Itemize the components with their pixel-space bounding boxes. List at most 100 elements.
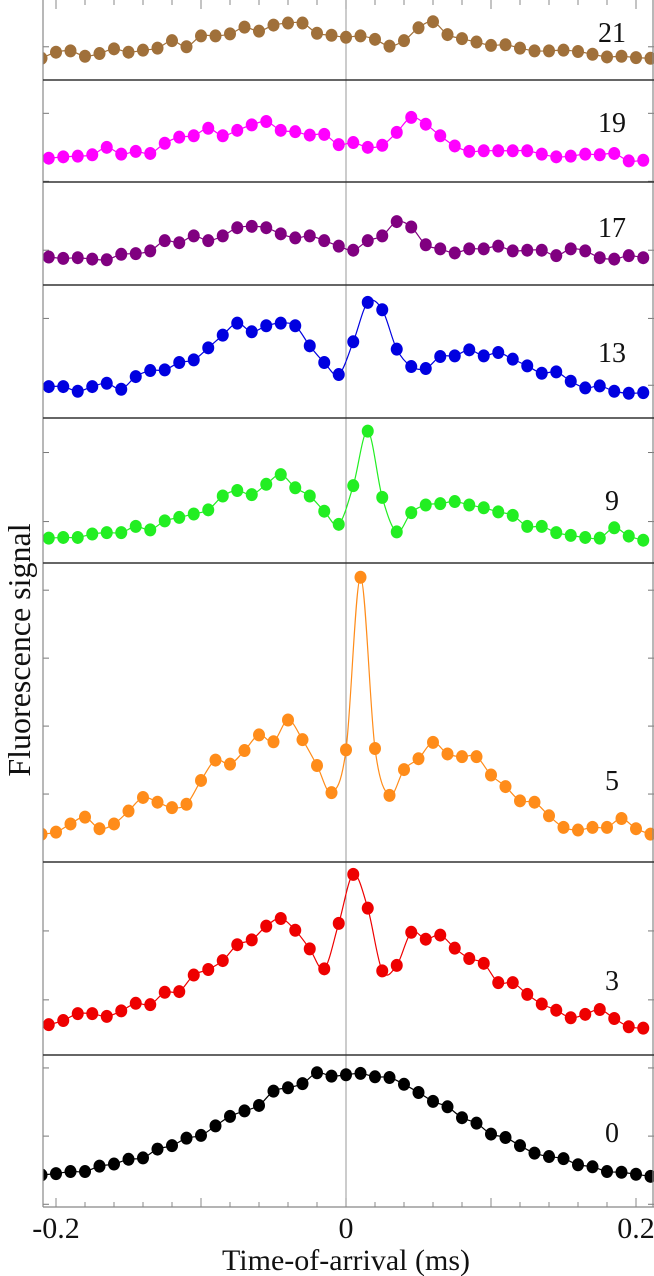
data-point — [419, 117, 432, 131]
data-point — [514, 1139, 526, 1153]
data-point — [564, 242, 577, 256]
data-point — [405, 506, 418, 520]
data-point — [615, 812, 628, 826]
data-point — [311, 759, 323, 773]
data-point — [376, 964, 389, 978]
data-point — [383, 1070, 396, 1084]
data-point — [100, 376, 113, 390]
data-point — [93, 1159, 106, 1173]
data-point — [579, 244, 592, 258]
data-point — [144, 523, 157, 537]
data-point — [274, 468, 287, 482]
data-point — [57, 150, 70, 164]
data-point — [202, 963, 215, 977]
data-point — [644, 51, 654, 65]
series-19 — [43, 110, 650, 168]
data-point — [209, 29, 222, 43]
data-point — [108, 42, 120, 56]
panel-label: 17 — [598, 213, 626, 244]
data-point — [79, 810, 91, 824]
data-point — [434, 129, 447, 143]
data-point — [448, 349, 461, 363]
data-point — [289, 923, 302, 937]
data-point — [615, 49, 628, 63]
panel-3: 3 — [42, 861, 654, 1055]
data-point — [572, 45, 584, 59]
data-point — [318, 962, 331, 976]
data-point — [253, 728, 265, 742]
data-point — [86, 252, 99, 266]
data-point — [593, 148, 606, 162]
data-point — [637, 153, 650, 167]
data-point — [332, 517, 345, 531]
data-point — [622, 249, 635, 263]
x-tick-label: 0.2 — [617, 1212, 654, 1245]
data-point — [521, 359, 534, 373]
data-point — [499, 38, 512, 52]
data-point — [586, 47, 599, 61]
data-point — [528, 44, 541, 58]
data-point — [456, 32, 468, 46]
data-point — [644, 827, 654, 841]
data-point — [86, 527, 99, 541]
data-point — [361, 295, 374, 309]
data-point — [528, 795, 541, 809]
data-point — [383, 788, 396, 802]
data-point — [354, 570, 367, 584]
data-point — [93, 47, 106, 61]
data-point — [412, 1085, 425, 1099]
data-point — [622, 386, 635, 400]
data-point — [499, 780, 512, 794]
data-point — [550, 365, 563, 379]
data-point — [434, 242, 447, 256]
data-point — [448, 941, 461, 955]
data-point — [579, 530, 592, 544]
data-point — [303, 489, 316, 503]
data-point — [43, 1168, 48, 1182]
data-point — [187, 507, 200, 521]
data-point — [506, 976, 519, 990]
data-point — [71, 530, 84, 544]
series-3 — [43, 867, 650, 1035]
data-point — [485, 38, 497, 52]
panel-label: 21 — [598, 18, 626, 49]
data-point — [390, 215, 403, 229]
data-point — [129, 144, 142, 158]
data-point — [535, 243, 548, 257]
data-point — [202, 234, 215, 248]
series-5 — [43, 570, 654, 841]
data-point — [231, 316, 244, 330]
panel-9: 9 — [42, 417, 654, 563]
data-point — [238, 744, 251, 758]
panel-5: 5 — [42, 562, 654, 862]
data-point — [434, 928, 447, 942]
panel-label: 9 — [605, 486, 619, 517]
data-point — [579, 381, 592, 395]
data-point — [267, 18, 280, 32]
data-point — [173, 510, 186, 524]
data-point — [506, 352, 519, 366]
series-17 — [43, 215, 650, 267]
data-point — [137, 1151, 149, 1165]
data-point — [303, 339, 316, 353]
data-point — [601, 820, 613, 834]
data-point — [369, 1070, 381, 1084]
data-point — [158, 234, 171, 248]
data-point — [100, 1009, 113, 1023]
data-point — [71, 1007, 84, 1021]
data-point — [180, 40, 193, 54]
data-point — [354, 1066, 367, 1080]
data-point — [535, 997, 548, 1011]
data-point — [224, 1109, 236, 1123]
data-point — [311, 26, 323, 40]
data-point — [564, 528, 577, 542]
data-point — [390, 125, 403, 139]
data-point — [441, 747, 454, 761]
data-point — [325, 1069, 338, 1083]
panel-label: 3 — [605, 966, 619, 997]
data-point — [347, 136, 360, 150]
data-point — [137, 43, 149, 57]
data-point — [144, 998, 157, 1012]
data-point — [86, 148, 99, 162]
data-point — [398, 763, 410, 777]
